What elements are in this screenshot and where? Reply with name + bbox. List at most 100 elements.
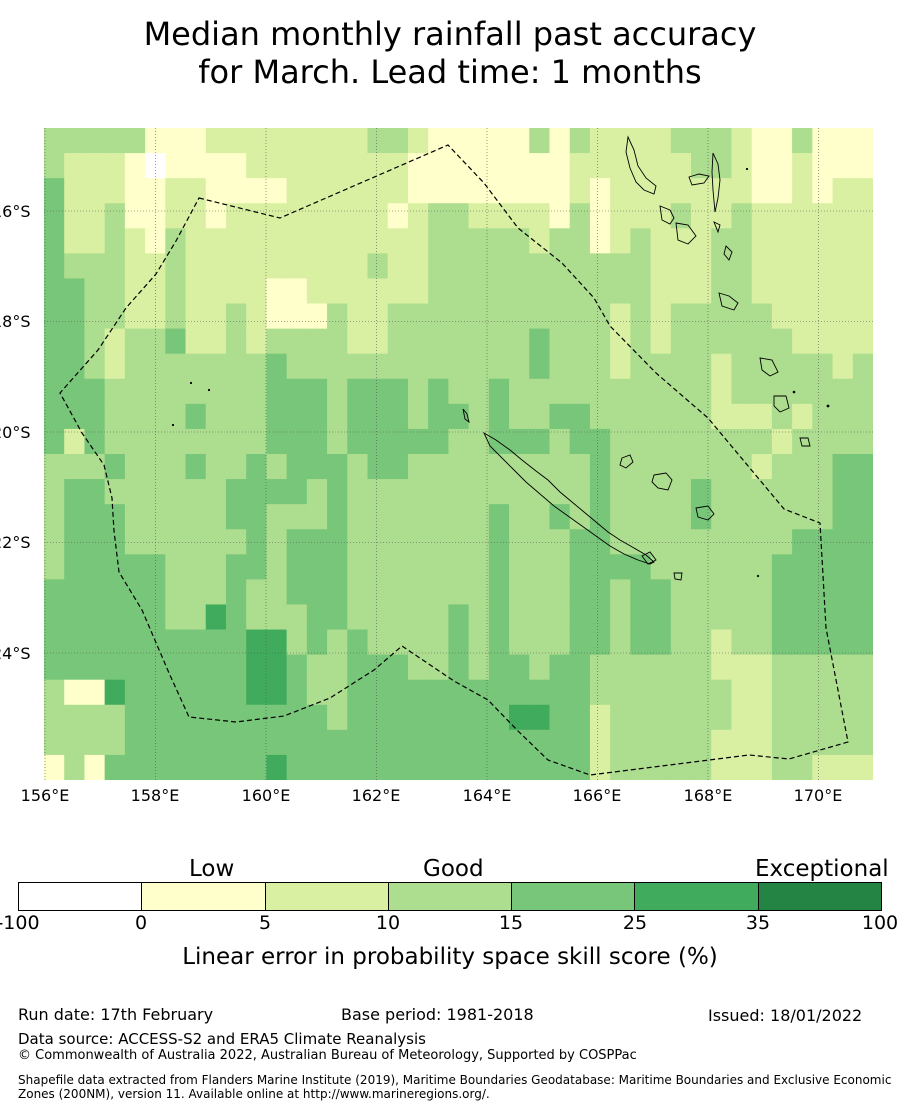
grid-cell: [367, 654, 389, 681]
grid-cell: [286, 754, 308, 780]
grid-cell: [266, 554, 288, 580]
grid-cell: [124, 153, 146, 179]
grid-cell: [165, 328, 187, 355]
grid-cell: [509, 328, 530, 355]
grid-cell: [549, 504, 571, 530]
grid-cell: [630, 378, 652, 405]
grid-cell: [852, 328, 873, 355]
grid-cell: [610, 604, 631, 631]
grid-cell: [387, 428, 409, 455]
grid-cell: [610, 729, 631, 756]
grid-cell: [650, 353, 672, 380]
grid-cell: [246, 353, 268, 380]
grid-cell: [751, 654, 773, 681]
grid-cell: [347, 403, 369, 430]
grid-cell: [792, 403, 813, 430]
grid-cell: [832, 303, 854, 330]
grid-cell: [44, 504, 65, 530]
grid-cell: [792, 428, 813, 455]
grid-cell: [468, 178, 490, 204]
grid-cell: [488, 403, 510, 430]
grid-cell: [529, 454, 551, 480]
grid-cell: [387, 579, 409, 606]
grid-cell: [44, 729, 65, 756]
grid-cell: [104, 203, 126, 229]
grid-cell: [124, 328, 146, 355]
grid-cell: [387, 228, 409, 254]
grid-cell: [104, 529, 126, 555]
grid-cell: [711, 454, 733, 480]
grid-cell: [852, 403, 873, 430]
grid-cell: [428, 454, 449, 480]
grid-cell: [387, 303, 409, 330]
grid-cell: [104, 679, 126, 706]
grid-cell: [306, 454, 328, 480]
grid-cell: [630, 303, 652, 330]
eez-boundary: [59, 144, 849, 776]
grid-cell: [792, 353, 813, 380]
grid-cell: [711, 629, 733, 656]
grid-cell: [266, 203, 288, 229]
grid-cell: [266, 228, 288, 254]
grid-cell: [468, 579, 490, 606]
grid-cell: [64, 554, 86, 580]
grid-cell: [488, 654, 510, 681]
grid-cell: [691, 579, 712, 606]
grid-cell: [529, 428, 551, 455]
lon-label-162e: 162°E: [351, 786, 401, 805]
grid-cell: [64, 153, 86, 179]
grid-cell: [225, 228, 247, 254]
grid-cell: [327, 178, 348, 204]
grid-cell: [751, 303, 773, 330]
grid-cell: [509, 353, 530, 380]
grid-cell: [145, 203, 166, 229]
grid-cell: [124, 529, 146, 555]
grid-cell: [286, 403, 308, 430]
grid-cell: [246, 479, 268, 505]
grid-cell: [448, 353, 470, 380]
grid-cell: [488, 554, 510, 580]
grid-cell: [468, 153, 490, 179]
grid-cell: [387, 278, 409, 305]
grid-cell: [306, 529, 328, 555]
grid-cell: [488, 504, 510, 530]
grid-cell: [468, 128, 490, 154]
grid-cell: [286, 228, 308, 254]
colorbar-segment-1: [19, 883, 143, 910]
grid-cell: [306, 253, 328, 280]
grid-cell: [468, 353, 490, 380]
grid-cell: [691, 454, 712, 480]
grid-cell: [165, 504, 187, 530]
grid-cell: [266, 328, 288, 355]
grid-cell: [185, 278, 207, 305]
grid-cell: [711, 529, 733, 555]
grid-cell: [428, 178, 449, 204]
grid-cell: [185, 228, 207, 254]
grid-cell: [64, 479, 86, 505]
grid-cell: [569, 479, 591, 505]
grid-cell: [347, 228, 369, 254]
colorbar-segment-3: [265, 883, 389, 910]
grid-cell: [832, 128, 854, 154]
grid-cell: [84, 454, 106, 480]
grid-cell: [529, 654, 551, 681]
grid-cell: [246, 554, 268, 580]
grid-cell: [771, 203, 793, 229]
grid-cell: [670, 128, 692, 154]
grid-cell: [185, 353, 207, 380]
grid-cell: [650, 654, 672, 681]
grid-cell: [731, 754, 753, 780]
grid-cell: [589, 403, 611, 430]
grid-cell: [225, 479, 247, 505]
grid-cell: [852, 454, 873, 480]
grid-cell: [589, 754, 611, 780]
grid-cell: [448, 228, 470, 254]
grid-cell: [549, 654, 571, 681]
grid-cell: [751, 178, 773, 204]
grid-cell: [84, 428, 106, 455]
grid-cell: [407, 679, 429, 706]
grid-cell: [610, 303, 631, 330]
grid-cell: [266, 579, 288, 606]
grid-cell: [205, 178, 227, 204]
grid-cell: [145, 428, 166, 455]
